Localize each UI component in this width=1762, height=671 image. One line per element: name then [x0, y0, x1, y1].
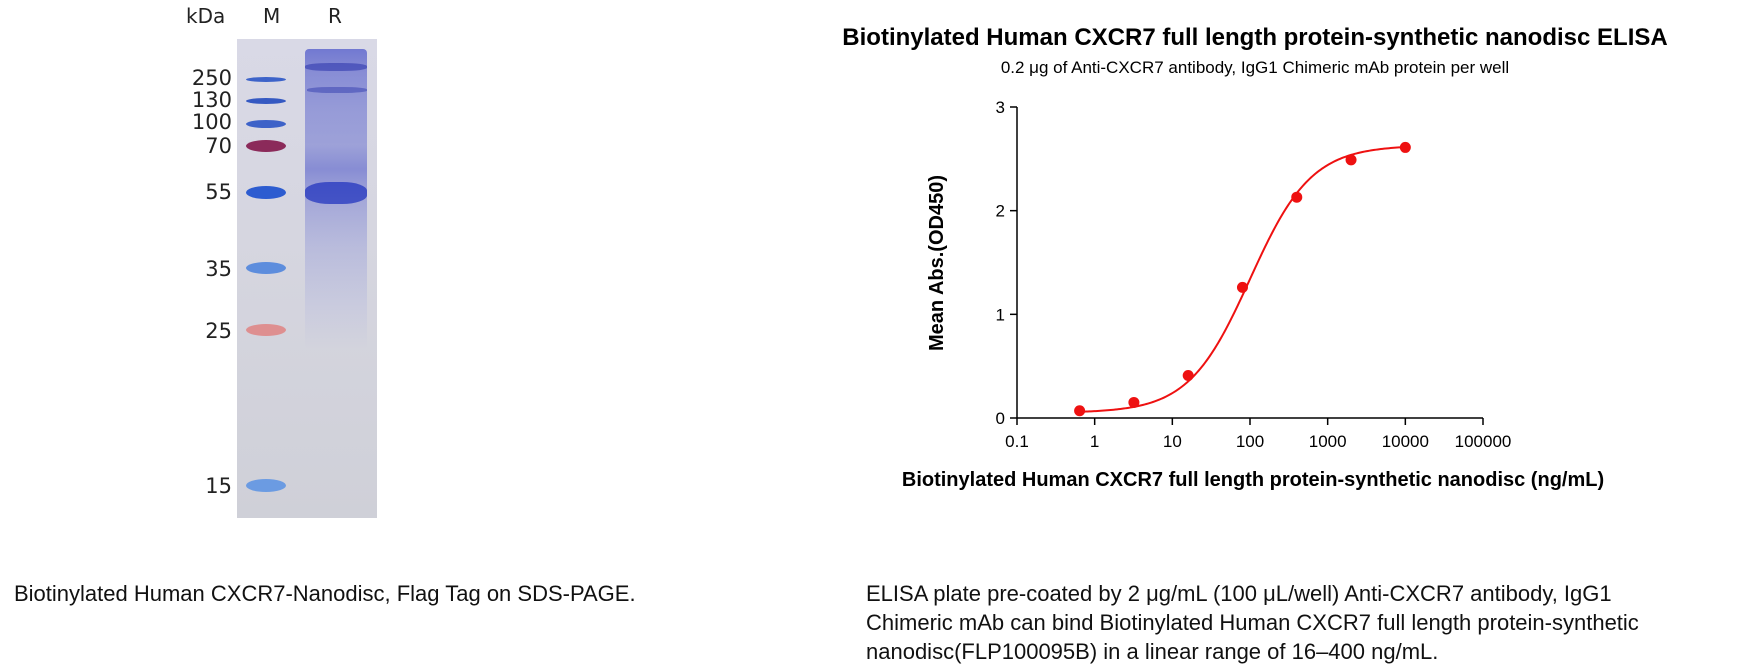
marker-band-70: [246, 140, 286, 152]
fit-curve: [1079, 146, 1406, 413]
marker-band-100: [246, 120, 286, 128]
gel-unit-label: kDa: [186, 4, 226, 28]
chart-subtitle: 0.2 μg of Anti-CXCR7 antibody, IgG1 Chim…: [1000, 58, 1510, 77]
data-point: [1182, 369, 1194, 381]
chart-title: Biotinylated Human CXCR7 full length pro…: [842, 24, 1668, 51]
data-point: [1074, 405, 1086, 417]
sample-band-55: [305, 182, 367, 204]
elisa-caption-line-3: nanodisc(FLP100095B) in a linear range o…: [866, 639, 1439, 664]
y-tick-label: 0: [996, 409, 1005, 428]
x-tick-label: 10000: [1382, 432, 1429, 451]
data-point: [1345, 154, 1357, 166]
data-point: [1399, 141, 1411, 153]
marker-band-55: [246, 186, 286, 199]
marker-label-35: 35: [205, 257, 232, 281]
data-point: [1291, 191, 1303, 203]
data-point: [1236, 281, 1248, 293]
marker-label-55: 55: [205, 180, 232, 204]
marker-label-250: 250: [191, 66, 232, 90]
marker-label-70: 70: [205, 134, 232, 158]
y-axis-label: Mean Abs.(OD450): [926, 175, 948, 351]
sample-band-high: [305, 63, 367, 71]
x-tick-label: 1: [1090, 432, 1099, 451]
marker-band-250: [246, 77, 286, 82]
x-tick-label: 10: [1163, 432, 1182, 451]
x-tick-label: 100000: [1455, 432, 1512, 451]
marker-band-15: [246, 479, 286, 492]
marker-label-25: 25: [205, 319, 232, 343]
gel-lane-marker-label: M: [263, 4, 281, 28]
marker-band-130: [246, 98, 286, 104]
elisa-caption-line-2: Chimeric mAb can bind Biotinylated Human…: [866, 610, 1639, 635]
sds-page-gel-image: [237, 39, 377, 518]
y-tick-label: 3: [996, 98, 1005, 117]
sample-band-130: [307, 87, 367, 93]
y-tick-label: 1: [996, 305, 1005, 324]
marker-label-15: 15: [205, 474, 232, 498]
x-tick-label: 100: [1236, 432, 1264, 451]
gel-caption: Biotinylated Human CXCR7-Nanodisc, Flag …: [14, 581, 636, 606]
marker-band-25: [246, 324, 286, 336]
data-point: [1128, 396, 1140, 408]
marker-label-100: 100: [191, 110, 232, 134]
x-tick-label: 1000: [1309, 432, 1347, 451]
marker-band-35: [246, 262, 286, 274]
elisa-caption-line-1: ELISA plate pre-coated by 2 μg/mL (100 μ…: [866, 581, 1612, 606]
x-axis-label: Biotinylated Human CXCR7 full length pro…: [902, 469, 1604, 491]
gel-lane-sample-label: R: [328, 4, 342, 28]
y-tick-label: 2: [996, 202, 1005, 221]
x-tick-label: 0.1: [1005, 432, 1029, 451]
marker-label-130: 130: [191, 88, 232, 112]
